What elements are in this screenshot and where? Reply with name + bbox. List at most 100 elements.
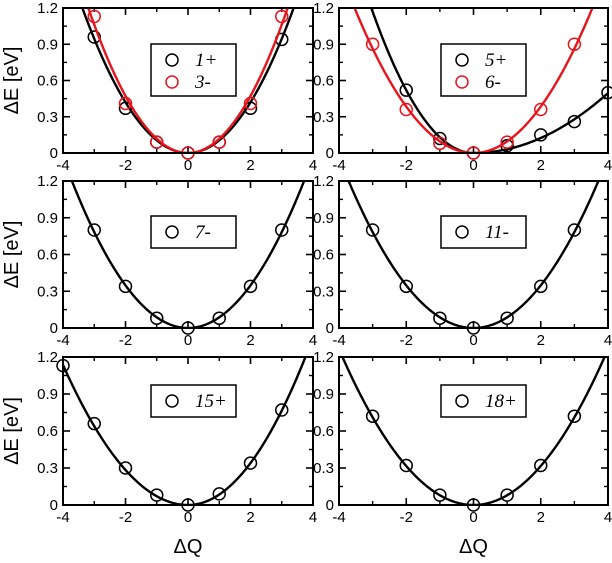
panel-middle-right-xtick-label: -2 xyxy=(400,332,413,349)
panel-top-left-xtick-label: 0 xyxy=(184,157,192,174)
panel-top-right-series-0-curve-group xyxy=(370,8,608,153)
panel-bottom-right-xtick-label: 4 xyxy=(604,509,612,526)
panel-top-right-series-0-point xyxy=(534,128,548,142)
panel-bottom-left-series-0-point xyxy=(243,456,258,470)
panel-bottom-left-ytick-label: 0 xyxy=(50,497,58,514)
panel-bottom-left-xtick-label: 0 xyxy=(184,509,192,526)
panel-middle-left-series-0-point xyxy=(243,279,258,294)
panel-middle-right-series-0-point xyxy=(433,311,447,325)
panel-top-right-series-1-point xyxy=(534,102,548,117)
panel-top-right-series-1-fit-line xyxy=(353,8,594,153)
panel-top-left-legend-label-1: 3- xyxy=(194,72,211,93)
panel-top-right-ytick-label: 0 xyxy=(326,145,334,162)
panel-top-left-series-0-point xyxy=(87,30,101,44)
panel-middle-left-xtick-label: 2 xyxy=(246,332,254,349)
panel-top-right-legend-marker-0 xyxy=(455,53,469,67)
panel-bottom-right-legend-box xyxy=(440,384,527,418)
panel-middle-left-series-0-point xyxy=(212,311,226,325)
panel-top-right-frame xyxy=(338,7,609,154)
panel-bottom-left-series-0-fit-line xyxy=(63,357,307,505)
panel-middle-left-series-0-point xyxy=(275,223,289,237)
panel-top-left-ylabel: ΔE [eV] xyxy=(1,47,23,115)
panel-middle-right-series-0-point xyxy=(500,311,514,325)
panel-bottom-right-series-0-point xyxy=(365,409,380,423)
panel-middle-right-legend-marker-0 xyxy=(455,225,469,239)
panel-top-left-series-1-point xyxy=(275,9,289,24)
panel-top-left-series-1-point xyxy=(212,135,226,149)
panel-middle-right-xtick-label: 2 xyxy=(537,332,545,349)
panel-bottom-left-ytick-label: 0.3 xyxy=(37,460,58,477)
panel-top-right-legend-label-0: 5+ xyxy=(485,50,507,71)
panel-top-right-xtick-label: 2 xyxy=(537,157,545,174)
panel-top-left-ytick-label: 0 xyxy=(50,145,58,162)
panel-bottom-right-ytick-label: 0.9 xyxy=(313,386,334,403)
panel-top-left-legend-marker-1 xyxy=(165,75,179,89)
panel-top-right-series-1-point xyxy=(365,37,380,51)
panel-bottom-left-legend-box xyxy=(150,384,237,418)
panel-top-left-ytick-label: 0.6 xyxy=(37,73,58,90)
panel-top-right-xtick-label: -4 xyxy=(332,157,345,174)
panel-top-left-xtick-label: -2 xyxy=(119,157,132,174)
panel-top-right-series-0-point xyxy=(567,114,582,129)
panel-top-left-series-1-point xyxy=(87,9,101,24)
panel-middle-right-series-0-point xyxy=(399,279,413,294)
panel-top-right-legend-marker-1 xyxy=(455,75,469,89)
panel-bottom-right-xtick-label: 0 xyxy=(469,509,477,526)
panel-middle-right-ytick-label: 1.2 xyxy=(313,173,334,190)
panel-bottom-left-ytick-label: 1.2 xyxy=(37,349,58,366)
panel-middle-left-ytick-label: 0.9 xyxy=(37,210,58,227)
panel-bottom-right-series-0-point xyxy=(433,488,447,502)
panel-top-right-legend-label-1: 6- xyxy=(485,72,501,93)
panel-bottom-right-ytick-label: 0.3 xyxy=(313,460,334,477)
panel-top-right-series-0-fit-line xyxy=(370,8,608,153)
panel-bottom-right-series-0-point xyxy=(399,458,413,473)
panel-top-right-ytick-label: 0.6 xyxy=(313,73,334,90)
panel-top-left-xtick-label: 4 xyxy=(309,157,317,174)
panel-bottom-right-frame xyxy=(338,356,609,506)
panel-bottom-left-ytick-label: 0.9 xyxy=(37,386,58,403)
panel-top-right-series-1-point xyxy=(399,102,413,117)
panel-top-right-ytick-label: 1.2 xyxy=(313,0,334,17)
panel-middle-right-legend-box xyxy=(440,215,527,249)
panel-middle-left-ytick-label: 0 xyxy=(50,320,58,337)
panel-bottom-left-series-0-curve-group xyxy=(63,357,307,505)
panel-middle-left-frame xyxy=(62,180,314,329)
panel-top-left-xtick-label: -4 xyxy=(56,157,69,174)
panel-bottom-left-series-0-point xyxy=(150,488,164,502)
panel-bottom-left-ylabel: ΔE [eV] xyxy=(1,397,23,465)
panel-middle-right-xtick-label: 0 xyxy=(469,332,477,349)
panel-bottom-left-ytick-label: 0.6 xyxy=(37,423,58,440)
panel-middle-left-ytick-label: 0.6 xyxy=(37,247,58,264)
panel-top-right-ytick-label: 0.9 xyxy=(313,36,334,53)
panel-bottom-right-series-0-point xyxy=(567,409,582,423)
panel-top-left-series-1-fit-line xyxy=(87,8,289,153)
panel-top-left-legend-box xyxy=(150,43,237,97)
panel-bottom-right-xtick-label: 2 xyxy=(537,509,545,526)
panel-top-right-series-0-point xyxy=(399,83,413,97)
panel-middle-left-series-0-curve-group xyxy=(70,181,306,328)
panel-middle-right-ytick-label: 0.6 xyxy=(313,247,334,264)
panel-top-right-series-1-point xyxy=(433,136,447,151)
panel-bottom-left-xtick-label: 2 xyxy=(246,509,254,526)
panel-middle-left-series-0-point xyxy=(87,223,101,237)
panel-bottom-right-xtick-label: -4 xyxy=(332,509,345,526)
panel-middle-right-legend-label-0: 11- xyxy=(485,222,509,243)
panel-top-left-xtick-label: 2 xyxy=(246,157,254,174)
panel-top-left-ytick-label: 1.2 xyxy=(37,0,58,17)
panel-top-right-xtick-label: 4 xyxy=(604,157,612,174)
panel-top-left-ytick-label: 0.9 xyxy=(37,36,58,53)
panel-bottom-right-series-0-curve-group xyxy=(341,357,606,505)
panel-bottom-right-ytick-label: 0.6 xyxy=(313,423,334,440)
panel-middle-right-series-0-point xyxy=(365,223,380,237)
panel-middle-left-series-0-fit-line xyxy=(70,181,306,328)
panel-middle-left-xtick-label: -2 xyxy=(119,332,132,349)
panel-middle-left-ytick-label: 1.2 xyxy=(37,173,58,190)
panel-bottom-right-ytick-label: 1.2 xyxy=(313,349,334,366)
panel-top-right-series-1-curve-group xyxy=(353,8,594,153)
panel-top-right-legend-box xyxy=(440,43,527,97)
panel-bottom-left-xtick-label: -4 xyxy=(56,509,69,526)
panel-top-right-xtick-label: -2 xyxy=(400,157,413,174)
panel-middle-right-xtick-label: -4 xyxy=(332,332,345,349)
panel-bottom-right-xlabel: ΔQ xyxy=(459,536,488,558)
